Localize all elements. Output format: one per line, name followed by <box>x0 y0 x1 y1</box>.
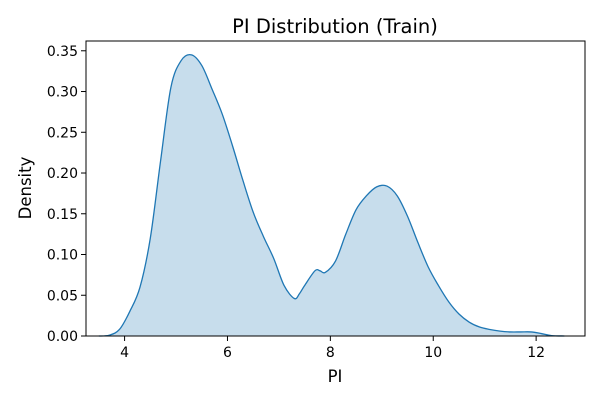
y-tick-label: 0.10 <box>47 248 78 264</box>
plot-frame <box>85 40 586 337</box>
y-tick-label: 0.05 <box>47 288 78 304</box>
density-area-fill <box>98 54 565 336</box>
y-axis: 0.00 0.05 0.10 0.15 0.20 0.25 0.30 0.35 <box>47 44 86 345</box>
x-tick-label: 6 <box>223 345 232 361</box>
y-tick-label: 0.25 <box>47 125 78 141</box>
y-tick-label: 0.00 <box>47 329 78 345</box>
y-tick-label: 0.20 <box>47 166 78 182</box>
x-tick-label: 4 <box>120 345 129 361</box>
x-axis: 4 6 8 10 12 <box>120 336 545 361</box>
plot-area <box>85 40 586 337</box>
x-tick-label: 8 <box>326 345 335 361</box>
x-tick-label: 10 <box>424 345 442 361</box>
y-axis-label: Density <box>16 156 35 219</box>
chart-title: PI Distribution (Train) <box>232 15 438 38</box>
y-tick-label: 0.15 <box>47 207 78 223</box>
y-tick-label: 0.35 <box>47 44 78 60</box>
density-curve-line <box>98 53 565 337</box>
y-tick-label: 0.30 <box>47 85 78 101</box>
x-tick-label: 12 <box>527 345 545 361</box>
x-axis-label: PI <box>328 367 343 386</box>
